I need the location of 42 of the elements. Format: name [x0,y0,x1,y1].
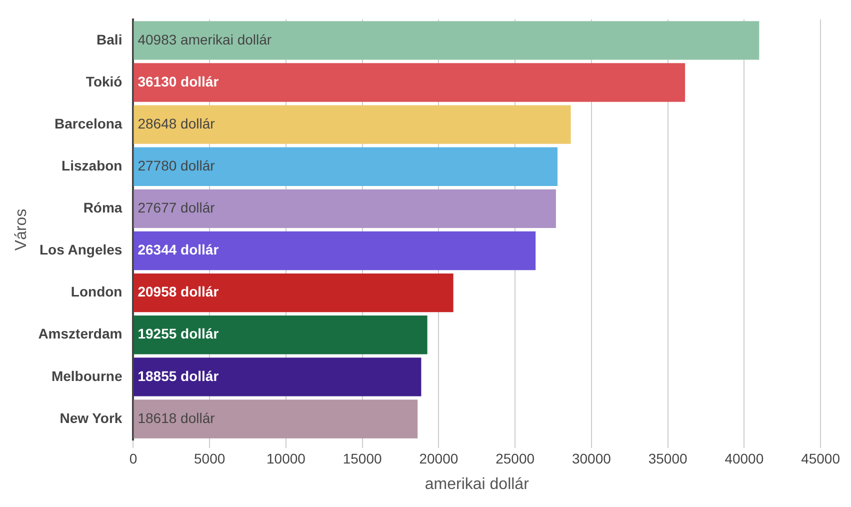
x-tick-label: 40000 [724,450,764,466]
x-tick-label: 0 [129,450,138,466]
y-tick-label: Melbourne [51,368,122,384]
data-label: 20958 dollár [138,284,220,300]
bar [134,105,571,144]
bar [134,273,454,312]
bar [134,21,760,60]
y-tick-label: Barcelona [54,115,122,132]
y-tick-label: Los Angeles [39,242,122,258]
data-label: 27780 dollár [138,157,216,174]
y-tick-label: Tokió [86,73,122,90]
data-label: 28648 dollár [138,115,216,132]
bar [134,147,558,186]
data-label: 18618 dollár [138,410,216,426]
data-label: 27677 dollár [138,200,216,216]
bar [134,231,536,270]
y-tick-label: Amszterdam [38,326,122,342]
data-label: 40983 amerikai dollár [138,31,272,48]
x-axis-title: amerikai dollár [424,476,530,493]
y-tick-label: Róma [83,200,122,216]
data-label: 19255 dollár [138,326,220,342]
y-axis-title: Város [13,208,30,251]
x-tick-label: 15000 [342,450,382,466]
x-tick-label: 10000 [266,450,306,466]
x-tick-label: 45000 [801,450,840,466]
y-tick-label: Bali [96,31,122,48]
y-tick-label: New York [60,410,122,426]
bar [134,316,428,354]
bar [134,358,422,396]
data-label: 26344 dollár [138,242,220,258]
y-tick-label: London [70,284,122,300]
x-tick-label: 35000 [648,450,688,466]
y-tick-label: Liszabon [62,157,122,174]
x-tick-label: 30000 [572,450,612,466]
x-tick-label: 25000 [496,450,535,466]
x-tick-label: 20000 [419,450,458,466]
data-label: 18855 dollár [138,368,220,384]
bar [134,189,556,228]
x-tick-label: 5000 [194,450,226,466]
bar [134,63,686,102]
data-label: 36130 dollár [138,73,220,90]
bar [134,400,418,438]
